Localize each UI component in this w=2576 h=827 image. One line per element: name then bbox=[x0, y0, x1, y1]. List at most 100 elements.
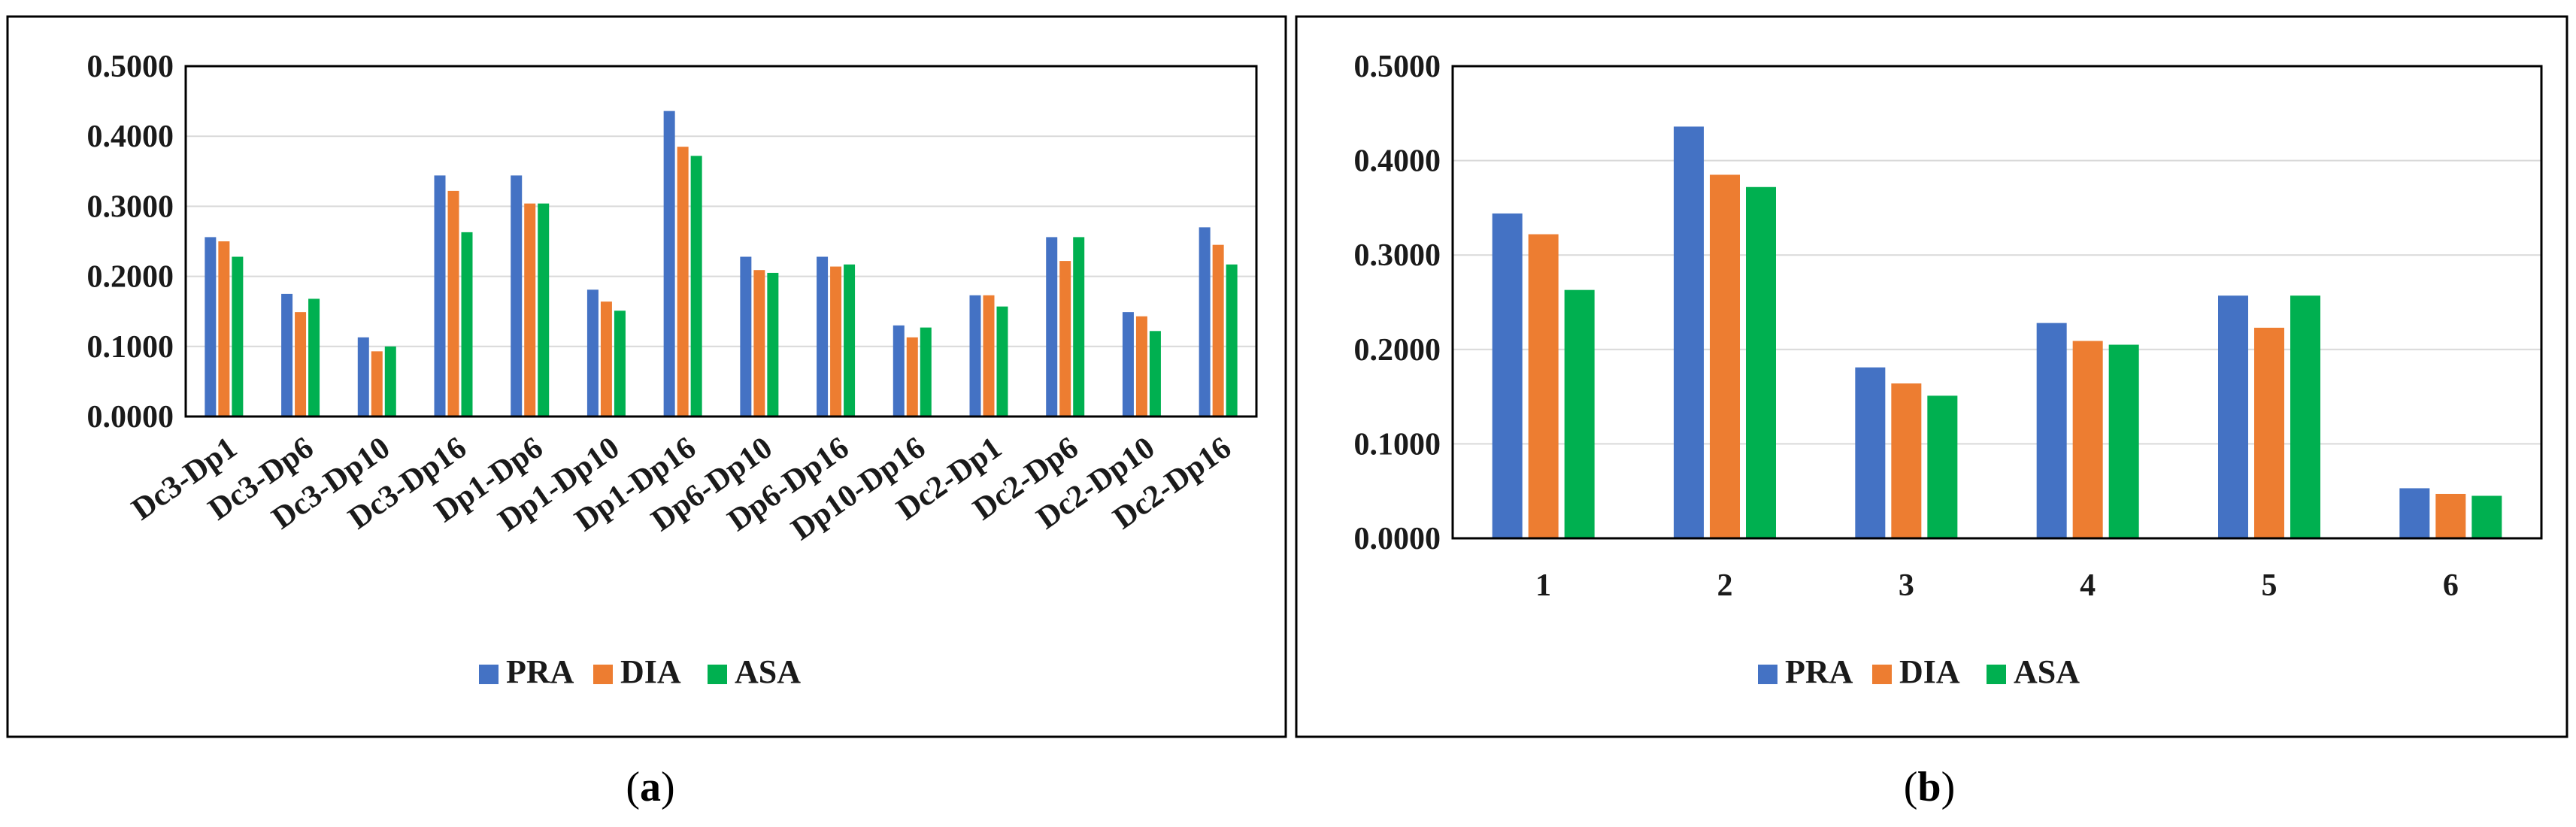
panel-b-border bbox=[1295, 15, 2568, 738]
bar-pra-4 bbox=[2036, 323, 2067, 538]
x-tick-label: 1 bbox=[1535, 568, 1551, 603]
bar-dia-dp1-dp6 bbox=[524, 203, 536, 417]
panel-b-y-axis-ticks: 0.0000 0.1000 0.2000 0.3000 0.4000 0.5000 bbox=[1354, 50, 1441, 556]
bar-pra-2 bbox=[1674, 126, 1704, 538]
y-tick-label: 0.5000 bbox=[1354, 50, 1441, 84]
bar-dia-2 bbox=[1710, 174, 1740, 538]
bar-asa-dc2-dp10 bbox=[1149, 331, 1161, 417]
panel-a-plot-frame bbox=[184, 65, 1258, 418]
bar-asa-1 bbox=[1564, 289, 1595, 538]
legend-label-dia: DIA bbox=[1899, 653, 1960, 690]
bar-pra-dc2-dp1 bbox=[969, 295, 981, 417]
bar-dia-dc2-dp1 bbox=[983, 295, 995, 417]
bar-asa-dp1-dp10 bbox=[614, 311, 626, 417]
y-tick-label: 0.1000 bbox=[87, 330, 174, 365]
bar-pra-dc3-dp10 bbox=[357, 337, 369, 417]
bar-dia-dc3-dp10 bbox=[371, 351, 383, 417]
y-tick-label: 0.4000 bbox=[1354, 144, 1441, 179]
panel-a-bars bbox=[205, 111, 1238, 417]
bar-pra-dc3-dp1 bbox=[205, 237, 217, 417]
bar-pra-dp1-dp16 bbox=[663, 111, 675, 417]
bar-pra-dp10-dp16 bbox=[893, 325, 905, 417]
bar-pra-dp6-dp10 bbox=[740, 256, 752, 417]
y-tick-label: 0.0000 bbox=[1354, 522, 1441, 556]
bar-dia-dp1-dp16 bbox=[677, 147, 689, 417]
legend-label-dia: DIA bbox=[620, 653, 681, 690]
legend-label-asa: ASA bbox=[735, 653, 801, 690]
bar-pra-6 bbox=[2399, 488, 2430, 538]
bar-pra-dc2-dp16 bbox=[1199, 227, 1211, 417]
bar-dia-3 bbox=[1891, 383, 1922, 538]
legend-swatch-pra bbox=[1758, 665, 1777, 684]
bar-asa-dc3-dp10 bbox=[384, 346, 396, 417]
panel-b-x-axis-ticks: 1 2 3 4 5 6 bbox=[1535, 568, 2459, 603]
bar-dia-dp10-dp16 bbox=[906, 337, 918, 417]
x-tick-label: 4 bbox=[2080, 568, 2096, 603]
bar-asa-dc3-dp16 bbox=[461, 232, 473, 417]
legend-label-pra: PRA bbox=[506, 653, 574, 690]
bar-dia-dc3-dp16 bbox=[447, 190, 459, 417]
panel-a-caption-letter: a bbox=[640, 764, 661, 810]
bar-dia-dc3-dp1 bbox=[218, 241, 230, 417]
bar-pra-dp1-dp10 bbox=[586, 289, 599, 417]
bar-asa-5 bbox=[2290, 295, 2320, 538]
legend-label-asa: ASA bbox=[2014, 653, 2080, 690]
panel-b-plot-frame bbox=[1451, 65, 2543, 540]
y-tick-label: 0.0000 bbox=[87, 400, 174, 435]
x-tick-label: 6 bbox=[2443, 568, 2459, 603]
bar-dia-dp6-dp16 bbox=[830, 266, 842, 417]
bar-pra-dc3-dp16 bbox=[434, 175, 446, 417]
legend-swatch-dia bbox=[1872, 665, 1892, 684]
bar-asa-dp1-dp6 bbox=[538, 203, 550, 417]
panel-a-y-axis-ticks: 0.0000 0.1000 0.2000 0.3000 0.4000 0.5000 bbox=[87, 50, 174, 435]
panel-b: 0.0000 0.1000 0.2000 0.3000 0.4000 0.5000 1 2 3… bbox=[1295, 15, 2568, 738]
x-tick-label: 5 bbox=[2262, 568, 2277, 603]
bar-pra-dc3-dp6 bbox=[281, 293, 293, 417]
bar-asa-dc2-dp16 bbox=[1226, 264, 1238, 417]
y-tick-label: 0.5000 bbox=[87, 50, 174, 84]
bar-asa-3 bbox=[1927, 395, 1958, 538]
bar-dia-dc3-dp6 bbox=[295, 312, 307, 417]
y-tick-label: 0.1000 bbox=[1354, 427, 1441, 462]
bar-pra-dc2-dp10 bbox=[1122, 312, 1134, 417]
bar-dia-5 bbox=[2254, 327, 2284, 538]
panel-a-x-axis-ticks: Dc3-Dp1Dc3-Dp6Dc3-Dp10Dc3-Dp16Dp1-Dp6Dp1… bbox=[126, 431, 1238, 547]
panel-b-gridlines bbox=[1453, 159, 2541, 445]
bar-asa-dp6-dp10 bbox=[767, 272, 779, 417]
bar-asa-4 bbox=[2108, 344, 2139, 538]
bar-asa-dp10-dp16 bbox=[920, 327, 932, 417]
panel-a-legend: PRA DIA ASA bbox=[479, 653, 801, 690]
bar-pra-5 bbox=[2218, 295, 2248, 538]
y-tick-label: 0.4000 bbox=[87, 120, 174, 154]
bar-dia-dc2-dp16 bbox=[1212, 244, 1224, 417]
bar-asa-dc3-dp6 bbox=[308, 298, 320, 417]
y-tick-label: 0.3000 bbox=[87, 189, 174, 224]
bar-dia-dc2-dp10 bbox=[1135, 316, 1147, 417]
legend-swatch-pra bbox=[479, 665, 499, 684]
bar-pra-dp6-dp16 bbox=[817, 256, 829, 417]
panel-a-gridlines bbox=[186, 135, 1256, 347]
bar-pra-1 bbox=[1492, 213, 1523, 538]
bar-dia-dc2-dp6 bbox=[1059, 261, 1071, 417]
y-tick-label: 0.2000 bbox=[1354, 333, 1441, 368]
bar-dia-dp6-dp10 bbox=[753, 270, 765, 417]
bar-asa-6 bbox=[2471, 495, 2502, 538]
bar-dia-dp1-dp10 bbox=[600, 301, 612, 417]
bar-asa-dc3-dp1 bbox=[232, 256, 244, 417]
legend-label-pra: PRA bbox=[1785, 653, 1853, 690]
bar-dia-6 bbox=[2435, 493, 2466, 538]
legend-swatch-dia bbox=[593, 665, 613, 684]
bar-asa-dc2-dp1 bbox=[996, 306, 1008, 417]
bar-dia-4 bbox=[2072, 341, 2103, 538]
legend-swatch-asa bbox=[1987, 665, 2006, 684]
x-tick-label: 3 bbox=[1899, 568, 1914, 603]
bar-asa-2 bbox=[1746, 186, 1776, 538]
panel-b-legend: PRA DIA ASA bbox=[1758, 653, 2080, 690]
panel-a: 0.0000 0.1000 0.2000 0.3000 0.4000 0.5000 Dc3… bbox=[6, 15, 1287, 738]
bar-pra-dc2-dp6 bbox=[1046, 237, 1058, 417]
y-tick-label: 0.2000 bbox=[87, 260, 174, 295]
bar-asa-dp6-dp16 bbox=[844, 264, 856, 417]
panel-a-caption: (a) bbox=[626, 764, 674, 810]
bar-pra-dp1-dp6 bbox=[511, 175, 523, 417]
